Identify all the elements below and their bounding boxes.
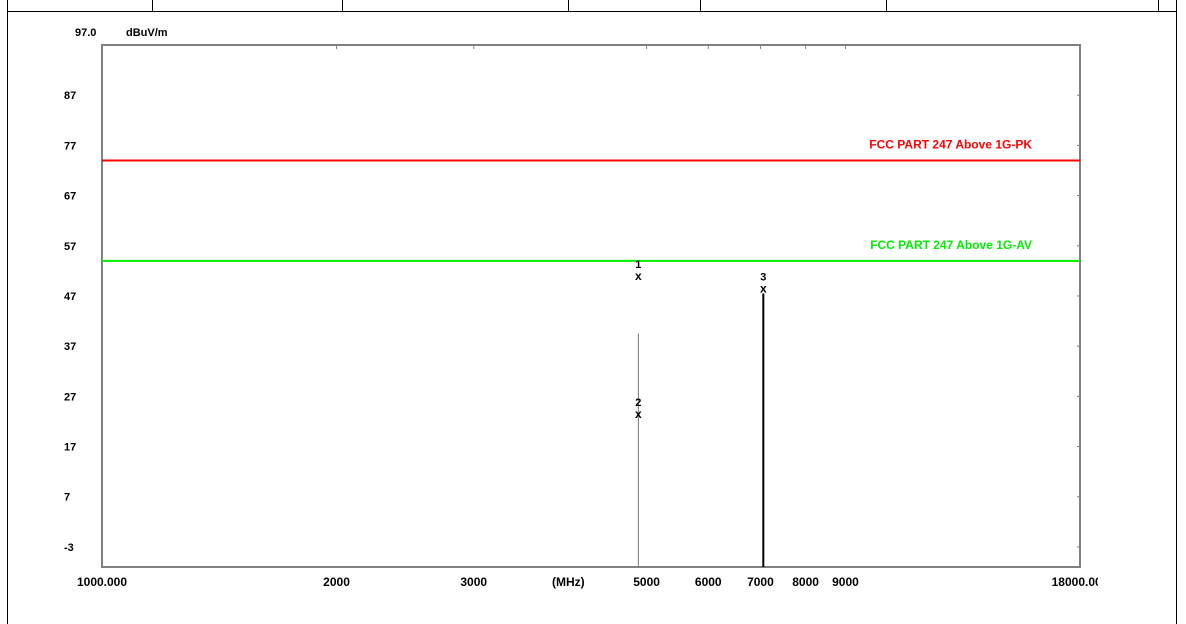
y-tick-label: -3 [64, 542, 74, 554]
document-border-left [7, 12, 8, 624]
marker-number: 3 [760, 271, 766, 283]
marker-number: 1 [635, 259, 641, 271]
marker-x: x [760, 281, 767, 295]
document-table-frame [7, 0, 1177, 12]
y-tick-label: 7 [64, 492, 70, 504]
limit-line-label: FCC PART 247 Above 1G-AV [870, 238, 1032, 252]
y-tick-label: 77 [64, 140, 76, 152]
limit-line-label: FCC PART 247 Above 1G-PK [869, 137, 1032, 151]
x-tick-label: 7000 [747, 575, 774, 589]
table-cell-divider [342, 0, 343, 12]
table-cell-divider [700, 0, 701, 12]
y-tick-label: 67 [64, 191, 76, 203]
document-border-right [1176, 12, 1177, 624]
y-tick-label: 87 [64, 90, 76, 102]
table-cell-divider [886, 0, 887, 12]
y-tick-label: 27 [64, 391, 76, 403]
y-top-label: 97.0 [75, 27, 96, 39]
x-tick-label: 6000 [695, 575, 722, 589]
chart-panel: 97.0 dBuV/m (MHz) 87 77 67 57 47 37 27 17 7 -3 10… [62, 22, 1109, 600]
x-tick-label: 18000.000 [1052, 575, 1098, 589]
marker-number: 2 [635, 397, 641, 409]
marker-x: x [635, 407, 642, 421]
unit-label: dBuV/m [126, 27, 168, 39]
y-tick-label: 57 [64, 241, 76, 253]
x-tick-label: 5000 [633, 575, 660, 589]
x-tick-label: 1000.000 [77, 575, 127, 589]
marker-x: x [635, 269, 642, 283]
y-tick-label: 37 [64, 341, 76, 353]
x-tick-label: 9000 [832, 575, 859, 589]
table-cell-divider [152, 0, 153, 12]
x-tick-label: 8000 [792, 575, 819, 589]
table-cell-divider [568, 0, 569, 12]
plot-frame [101, 44, 1081, 568]
y-tick-label: 47 [64, 291, 76, 303]
emission-chart: 97.0 dBuV/m (MHz) 87 77 67 57 47 37 27 17 7 -3 10… [64, 27, 1109, 589]
x-tick-label: 3000 [460, 575, 487, 589]
x-tick-label: 2000 [323, 575, 350, 589]
table-cell-divider [1158, 0, 1159, 12]
y-tick-label: 17 [64, 442, 76, 454]
x-unit-label: (MHz) [552, 575, 585, 589]
